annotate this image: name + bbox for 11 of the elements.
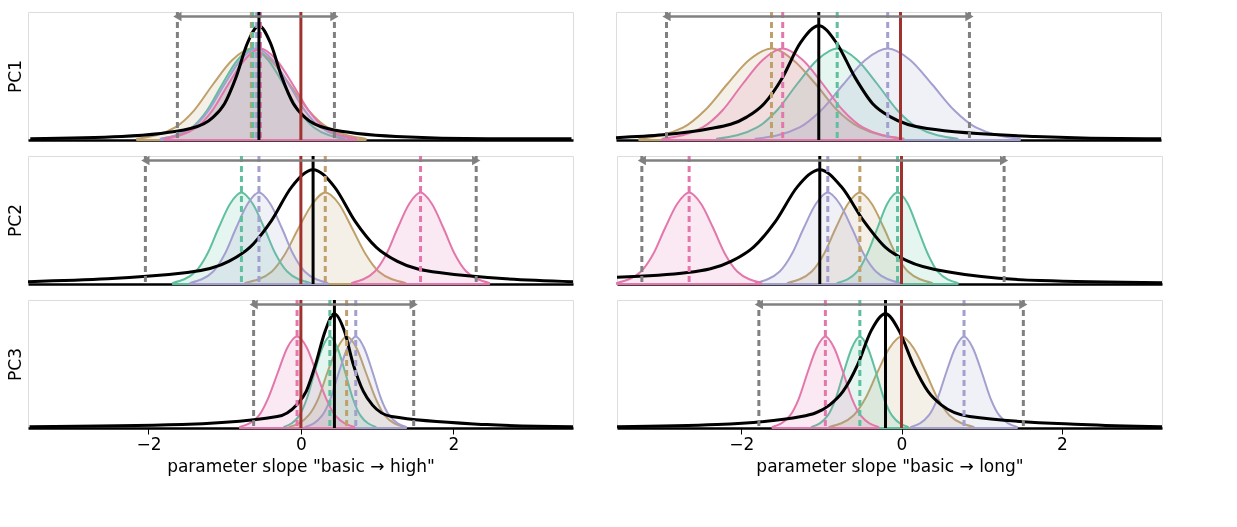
x-tick-label: −2	[729, 433, 755, 454]
x-tick-label: 2	[448, 433, 460, 454]
x-axis-title: parameter slope "basic → high"	[167, 455, 435, 476]
x-tick-label: −2	[136, 433, 162, 454]
x-tick-label: 0	[896, 433, 908, 454]
y-axis-title: PC1	[4, 60, 25, 93]
x-tick-label: 2	[1056, 433, 1068, 454]
y-axis-title: PC3	[4, 348, 25, 381]
x-tick-label: 0	[295, 433, 307, 454]
x-axis-title: parameter slope "basic → long"	[756, 455, 1024, 476]
y-axis-title: PC2	[4, 204, 25, 237]
